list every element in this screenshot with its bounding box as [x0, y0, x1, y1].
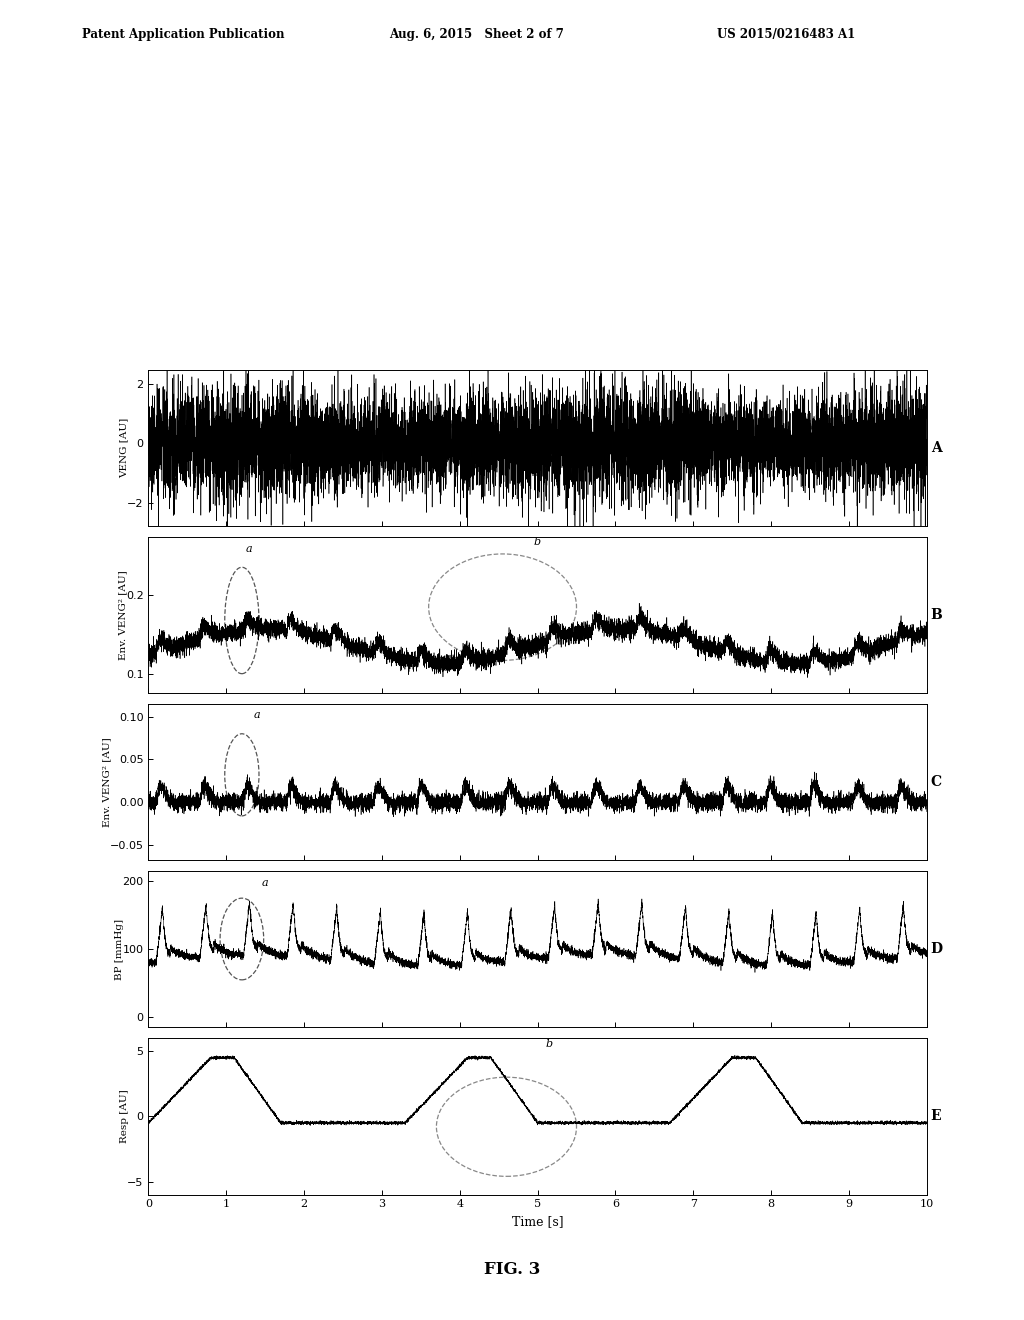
Text: a: a [261, 878, 268, 888]
Text: D: D [931, 942, 943, 956]
Y-axis label: VENG [AU]: VENG [AU] [120, 417, 129, 478]
Y-axis label: Env. VENG² [AU]: Env. VENG² [AU] [119, 570, 128, 660]
X-axis label: Time [s]: Time [s] [512, 1214, 563, 1228]
Y-axis label: BP [mmHg]: BP [mmHg] [116, 919, 124, 979]
Y-axis label: Resp [AU]: Resp [AU] [120, 1089, 129, 1143]
Text: C: C [931, 775, 942, 789]
Text: a: a [246, 544, 252, 554]
Text: Aug. 6, 2015   Sheet 2 of 7: Aug. 6, 2015 Sheet 2 of 7 [389, 28, 564, 41]
Text: b: b [546, 1039, 553, 1049]
Text: a: a [254, 710, 260, 721]
Text: Patent Application Publication: Patent Application Publication [82, 28, 285, 41]
Text: B: B [931, 609, 942, 622]
Text: b: b [534, 536, 541, 546]
Text: A: A [931, 441, 941, 455]
Y-axis label: Env. VENG² [AU]: Env. VENG² [AU] [102, 738, 112, 826]
Text: US 2015/0216483 A1: US 2015/0216483 A1 [717, 28, 855, 41]
Text: E: E [931, 1109, 941, 1123]
Text: FIG. 3: FIG. 3 [483, 1261, 541, 1278]
